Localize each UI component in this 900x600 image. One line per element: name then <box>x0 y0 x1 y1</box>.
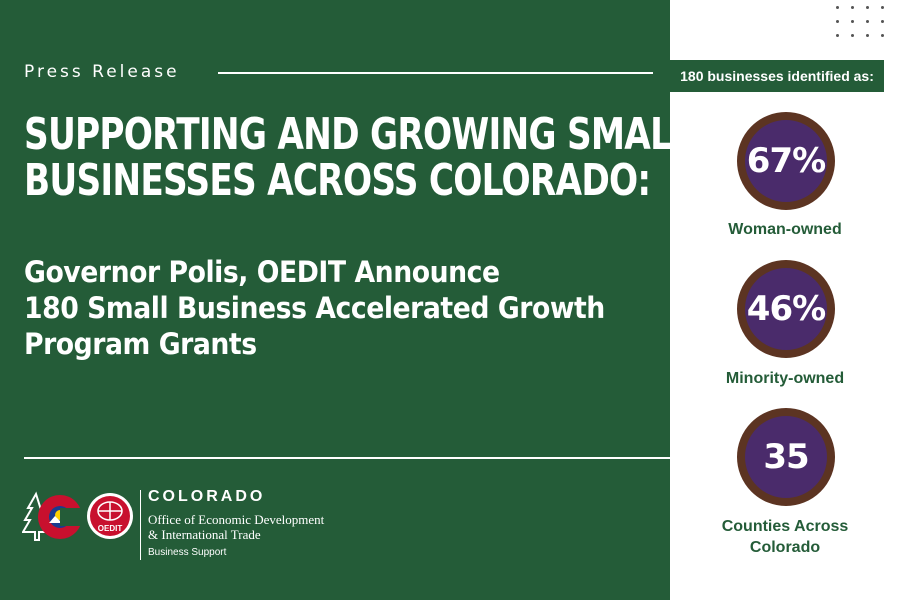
brand-office-line-1: Office of Economic Development <box>148 512 325 527</box>
brand-name: COLORADO <box>148 488 266 505</box>
press-release-rule <box>218 72 653 74</box>
press-release-label: Press Release <box>24 62 180 82</box>
subheadline-line-1: Governor Polis, OEDIT Announce <box>24 255 500 289</box>
brand-office-line-2: & International Trade <box>148 527 261 542</box>
subheadline-line-3: Program Grants <box>24 327 257 361</box>
stat-circle-minority-owned: 46% <box>737 260 835 358</box>
brand-office: Office of Economic Development & Interna… <box>148 512 324 542</box>
stat-circle-woman-owned: 67% <box>737 112 835 210</box>
stat-label-counties: Counties Across Colorado <box>690 516 880 558</box>
stat-value-counties: 35 <box>763 437 809 477</box>
brand-division: Business Support <box>148 547 227 558</box>
headline-line-2: BUSINESSES ACROSS COLORADO: <box>24 155 651 206</box>
footer-rule <box>24 457 670 459</box>
stat-label-counties-line-2: Colorado <box>749 539 821 556</box>
stat-label-minority-owned: Minority-owned <box>725 370 845 387</box>
colorado-c-logo-icon <box>22 491 84 541</box>
stats-header: 180 businesses identified as: <box>670 60 884 92</box>
subheadline: Governor Polis, OEDIT Announce 180 Small… <box>24 254 613 362</box>
decorative-dots <box>836 6 886 42</box>
stat-label-woman-owned: Woman-owned <box>728 221 842 238</box>
svg-text:OEDIT: OEDIT <box>98 524 123 533</box>
logo-divider <box>140 490 141 560</box>
stat-value-minority-owned: 46% <box>746 289 826 329</box>
headline-line-1: SUPPORTING AND GROWING SMALL <box>24 109 693 160</box>
subheadline-line-2: 180 Small Business Accelerated Growth <box>24 291 605 325</box>
stat-circle-counties: 35 <box>737 408 835 506</box>
headline: SUPPORTING AND GROWING SMALL BUSINESSES … <box>24 109 693 206</box>
oedit-globe-logo-icon: OEDIT <box>87 493 133 539</box>
stat-value-woman-owned: 67% <box>746 141 826 181</box>
stat-label-counties-line-1: Counties Across <box>721 518 849 535</box>
